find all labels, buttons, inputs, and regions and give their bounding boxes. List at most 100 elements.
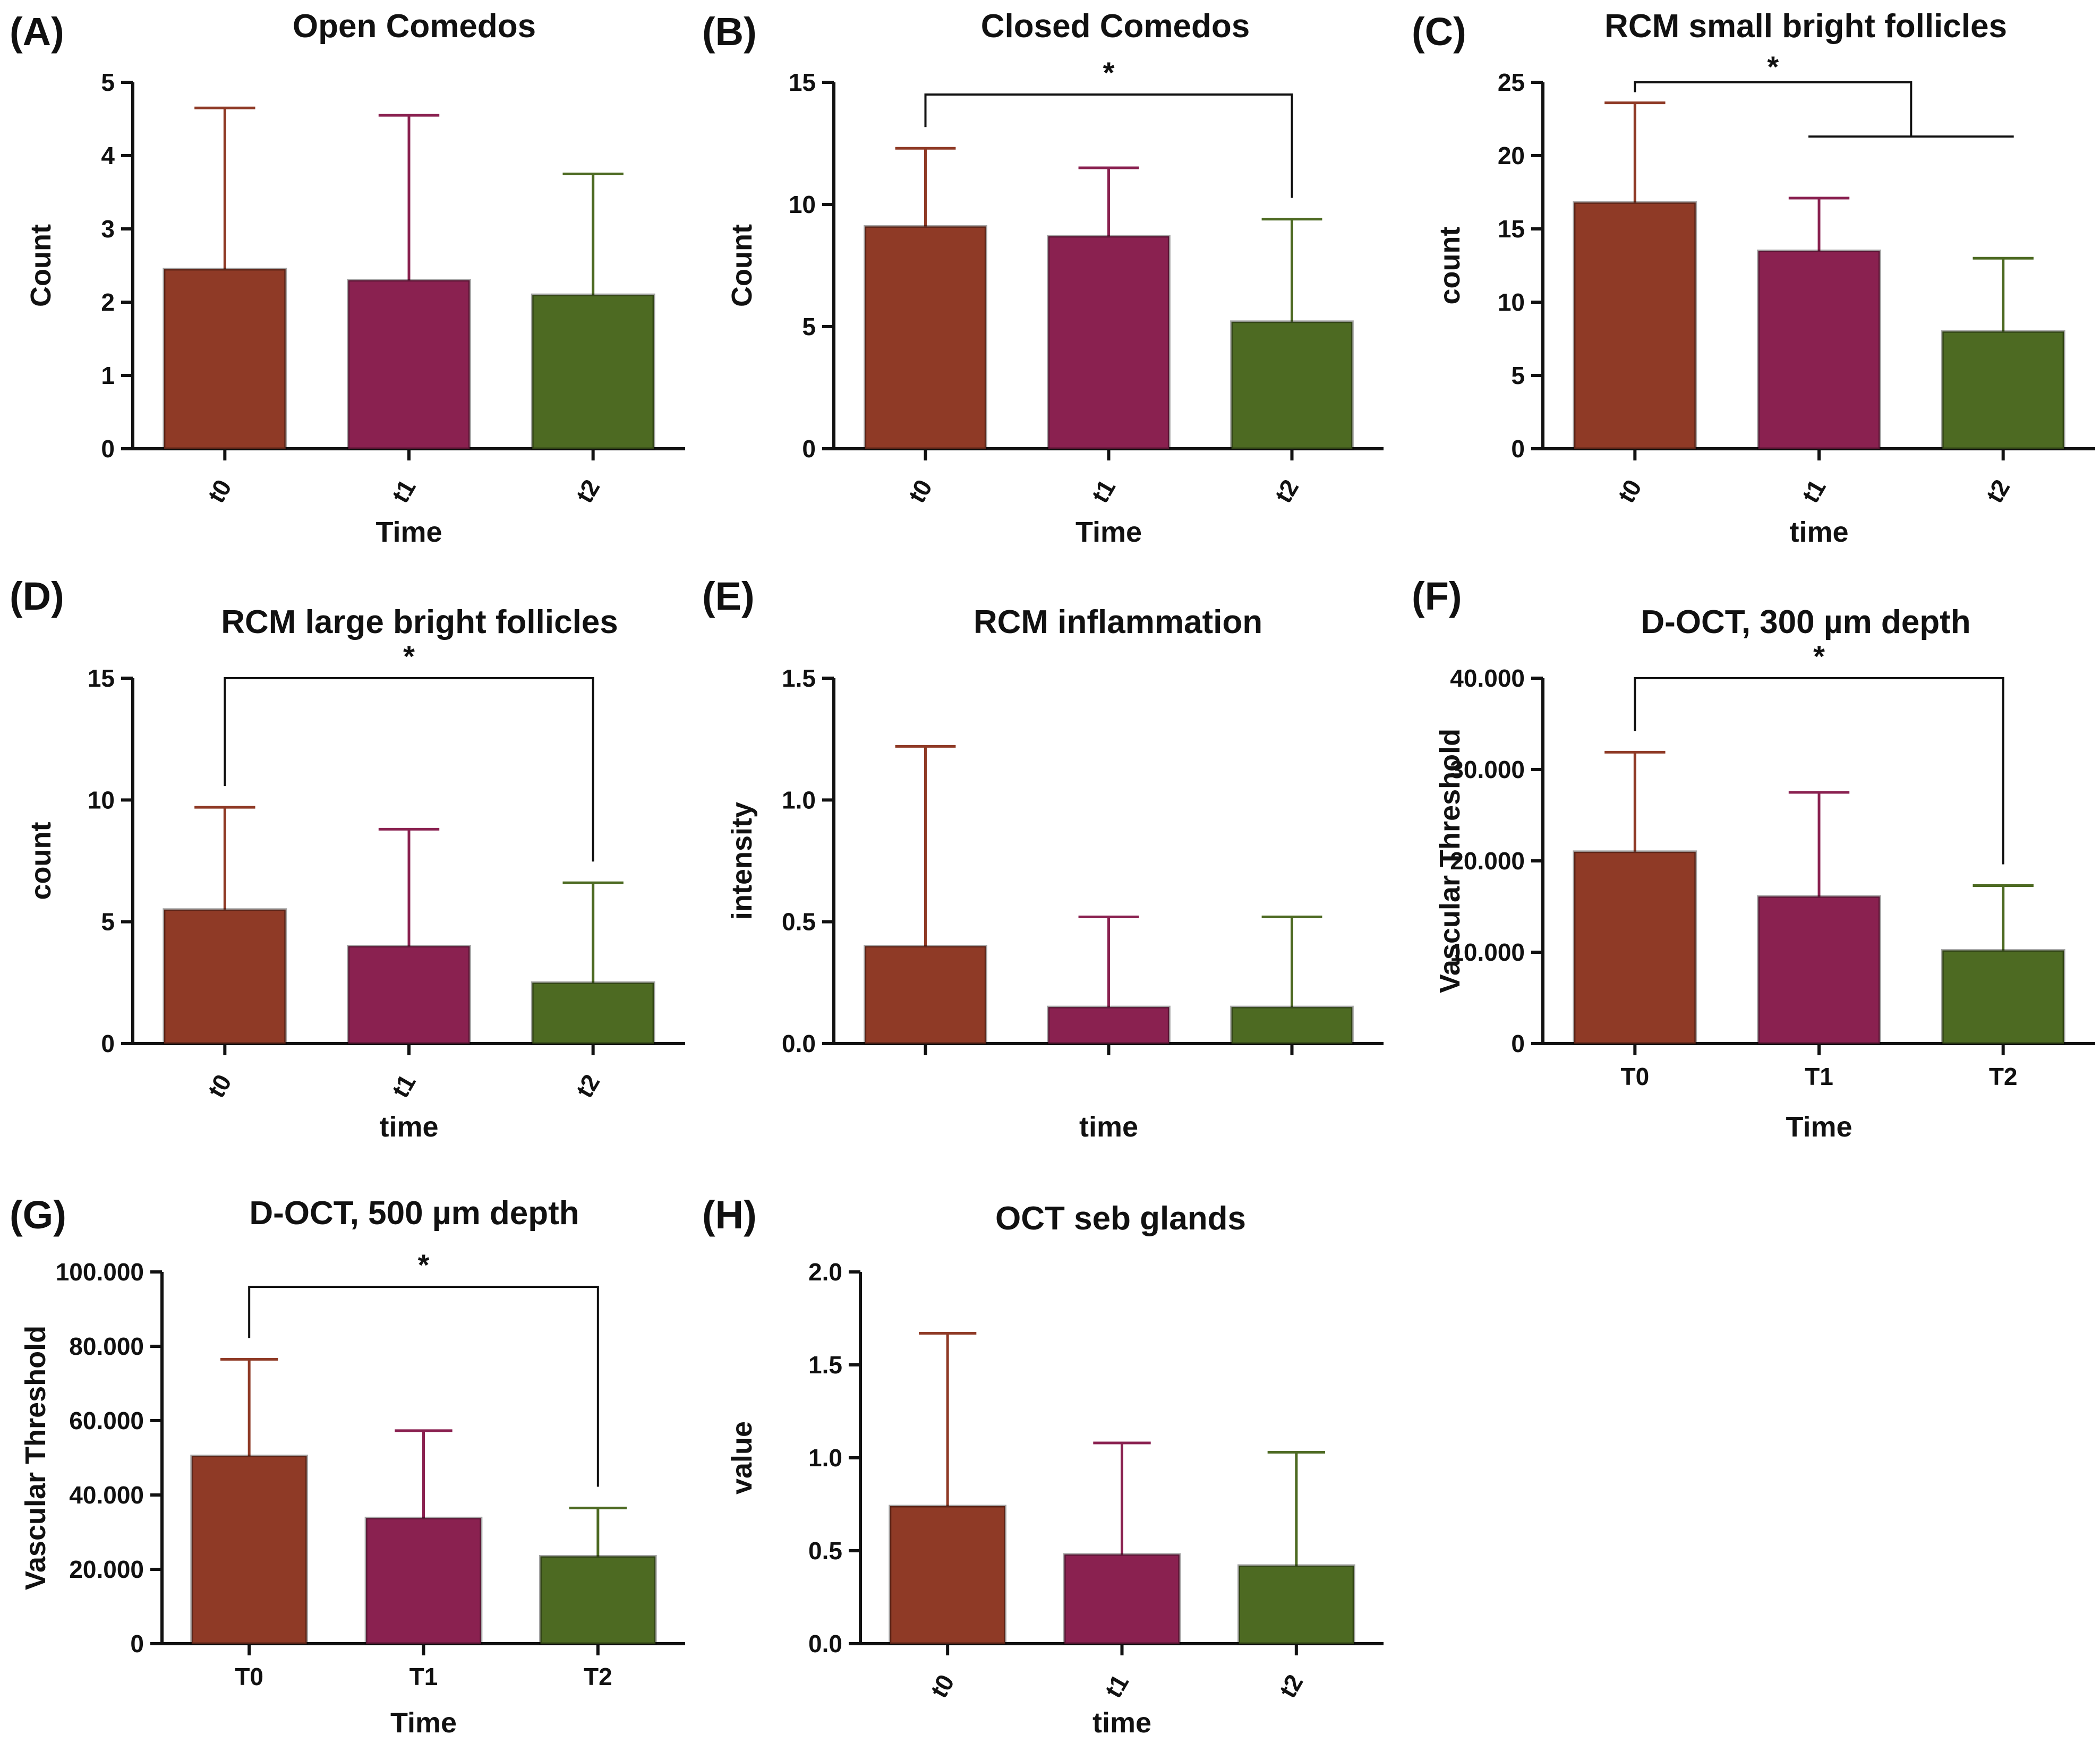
- bar-t0: [163, 268, 287, 450]
- panel-letter: (A): [10, 10, 64, 54]
- chart-title: RCM small bright follicles: [1604, 8, 2007, 45]
- bar-t2: [539, 1555, 657, 1645]
- bar-t0: [864, 225, 987, 450]
- y-tick-label: 20: [1498, 142, 1525, 169]
- y-tick-label: 2.0: [808, 1258, 842, 1286]
- x-tick-label: t2: [1981, 475, 2015, 507]
- y-tick-label: 0: [101, 1030, 115, 1057]
- y-tick-label: 0: [101, 435, 115, 463]
- x-tick-label: t0: [903, 475, 937, 507]
- y-tick-label: 0: [802, 435, 816, 463]
- x-tick-label: T2: [584, 1663, 612, 1690]
- y-tick-label: 15: [789, 69, 816, 96]
- panel-letter: (E): [702, 574, 755, 618]
- significance-star: *: [1103, 56, 1115, 89]
- bar-t1: [347, 279, 471, 450]
- significance-star: *: [418, 1248, 430, 1281]
- significance-star: *: [403, 639, 415, 673]
- chart-title: RCM large bright follicles: [221, 604, 618, 640]
- y-tick-label: 0.0: [782, 1030, 816, 1057]
- y-tick-label: 10.000: [1450, 938, 1525, 966]
- y-axis-label: value: [726, 1421, 758, 1494]
- bar-t2: [1230, 320, 1354, 450]
- y-tick-label: 4: [101, 142, 115, 169]
- bar-t2: [1941, 949, 2065, 1045]
- x-axis-label: time: [379, 1111, 438, 1143]
- y-tick-label: 5: [802, 313, 816, 340]
- significance-star: *: [1813, 639, 1825, 673]
- panel-g: (G) D-OCT, 500 µm depth 0 20.000 40.000 60.00…: [10, 1193, 685, 1739]
- y-tick-label: 80.000: [69, 1332, 144, 1360]
- bar-t0: [1573, 850, 1697, 1045]
- bar-t2: [1941, 330, 2065, 450]
- x-axis-label: Time: [1075, 516, 1142, 548]
- y-axis-label: count: [25, 822, 57, 900]
- bar-t2: [1230, 1005, 1354, 1045]
- y-tick-label: 60.000: [69, 1407, 144, 1434]
- significance-bracket: [248, 1286, 599, 1487]
- bar-t0: [864, 945, 987, 1045]
- y-tick-label: 0.5: [808, 1537, 842, 1565]
- y-tick-label: 100.000: [56, 1258, 144, 1286]
- x-tick-label: t2: [570, 475, 605, 507]
- x-axis-label: time: [1079, 1111, 1138, 1143]
- y-tick-label: 10: [1498, 288, 1525, 316]
- x-tick-label: t2: [1269, 475, 1304, 507]
- x-tick-label: t1: [1796, 475, 1831, 507]
- y-tick-label: 5: [101, 69, 115, 96]
- y-tick-label: 5: [1511, 362, 1525, 389]
- chart-title: D-OCT, 500 µm depth: [249, 1195, 579, 1232]
- bar-t0: [190, 1455, 309, 1645]
- bar-t1: [1063, 1553, 1181, 1645]
- chart-title: OCT seb glands: [995, 1200, 1246, 1237]
- y-tick-label: 0: [1511, 1030, 1525, 1057]
- bar-t0: [1573, 201, 1697, 450]
- x-axis-label: Time: [375, 516, 442, 548]
- y-tick-label: 1: [101, 362, 115, 389]
- y-tick-label: 1.5: [782, 664, 816, 692]
- x-tick-label: t0: [202, 1070, 237, 1102]
- x-tick-label: t1: [386, 475, 421, 507]
- bar-t0: [889, 1505, 1007, 1645]
- y-tick-label: 20.000: [69, 1556, 144, 1583]
- x-tick-label: T2: [1989, 1063, 2018, 1090]
- x-tick-label: t0: [202, 475, 237, 507]
- panel-c: (C) RCM small bright follicles 0 5 10 15 20 25 c…: [1412, 8, 2095, 548]
- panel-letter: (D): [10, 574, 64, 618]
- chart-title: RCM inflammation: [974, 604, 1262, 640]
- chart-title: Open Comedos: [293, 8, 536, 45]
- y-tick-label: 30.000: [1450, 756, 1525, 783]
- x-tick-label: t1: [386, 1070, 421, 1102]
- y-axis-label: Vascular Threshold: [1434, 729, 1466, 993]
- significance-bracket: [224, 677, 594, 862]
- bar-t2: [1237, 1564, 1355, 1645]
- panel-e: (E) RCM inflammation 0.0 0.5 1.0 1.5 intensity…: [702, 574, 1384, 1143]
- significance-bracket: [1634, 677, 2004, 865]
- panel-letter: (G): [10, 1193, 66, 1237]
- panel-letter: (C): [1412, 10, 1466, 54]
- x-axis-label: time: [1092, 1707, 1151, 1739]
- panel-letter: (F): [1412, 574, 1462, 618]
- x-tick-label: t0: [925, 1670, 959, 1702]
- y-tick-label: 40.000: [69, 1481, 144, 1509]
- x-axis-label: time: [1789, 516, 1848, 548]
- bar-t1: [1047, 1005, 1171, 1045]
- bar-t0: [163, 908, 287, 1045]
- y-tick-label: 1.0: [808, 1444, 842, 1472]
- panel-b: (B) Closed Comedos 0 5 10 15 Count Time t0 t1 t2 *: [702, 8, 1384, 548]
- y-axis-label: intensity: [726, 802, 758, 920]
- y-tick-label: 15: [1498, 215, 1525, 243]
- y-axis-label: Count: [726, 224, 758, 307]
- x-tick-label: t0: [1612, 475, 1647, 507]
- bar-t1: [1047, 235, 1171, 450]
- x-axis-label: Time: [390, 1707, 457, 1739]
- bar-t1: [1757, 249, 1881, 450]
- bar-t2: [531, 981, 655, 1045]
- bar-t1: [364, 1516, 483, 1645]
- bar-t1: [347, 945, 471, 1045]
- x-tick-label: t2: [570, 1070, 605, 1102]
- y-tick-label: 2: [101, 288, 115, 316]
- x-tick-label: T1: [409, 1663, 438, 1690]
- chart-title: Closed Comedos: [981, 8, 1250, 45]
